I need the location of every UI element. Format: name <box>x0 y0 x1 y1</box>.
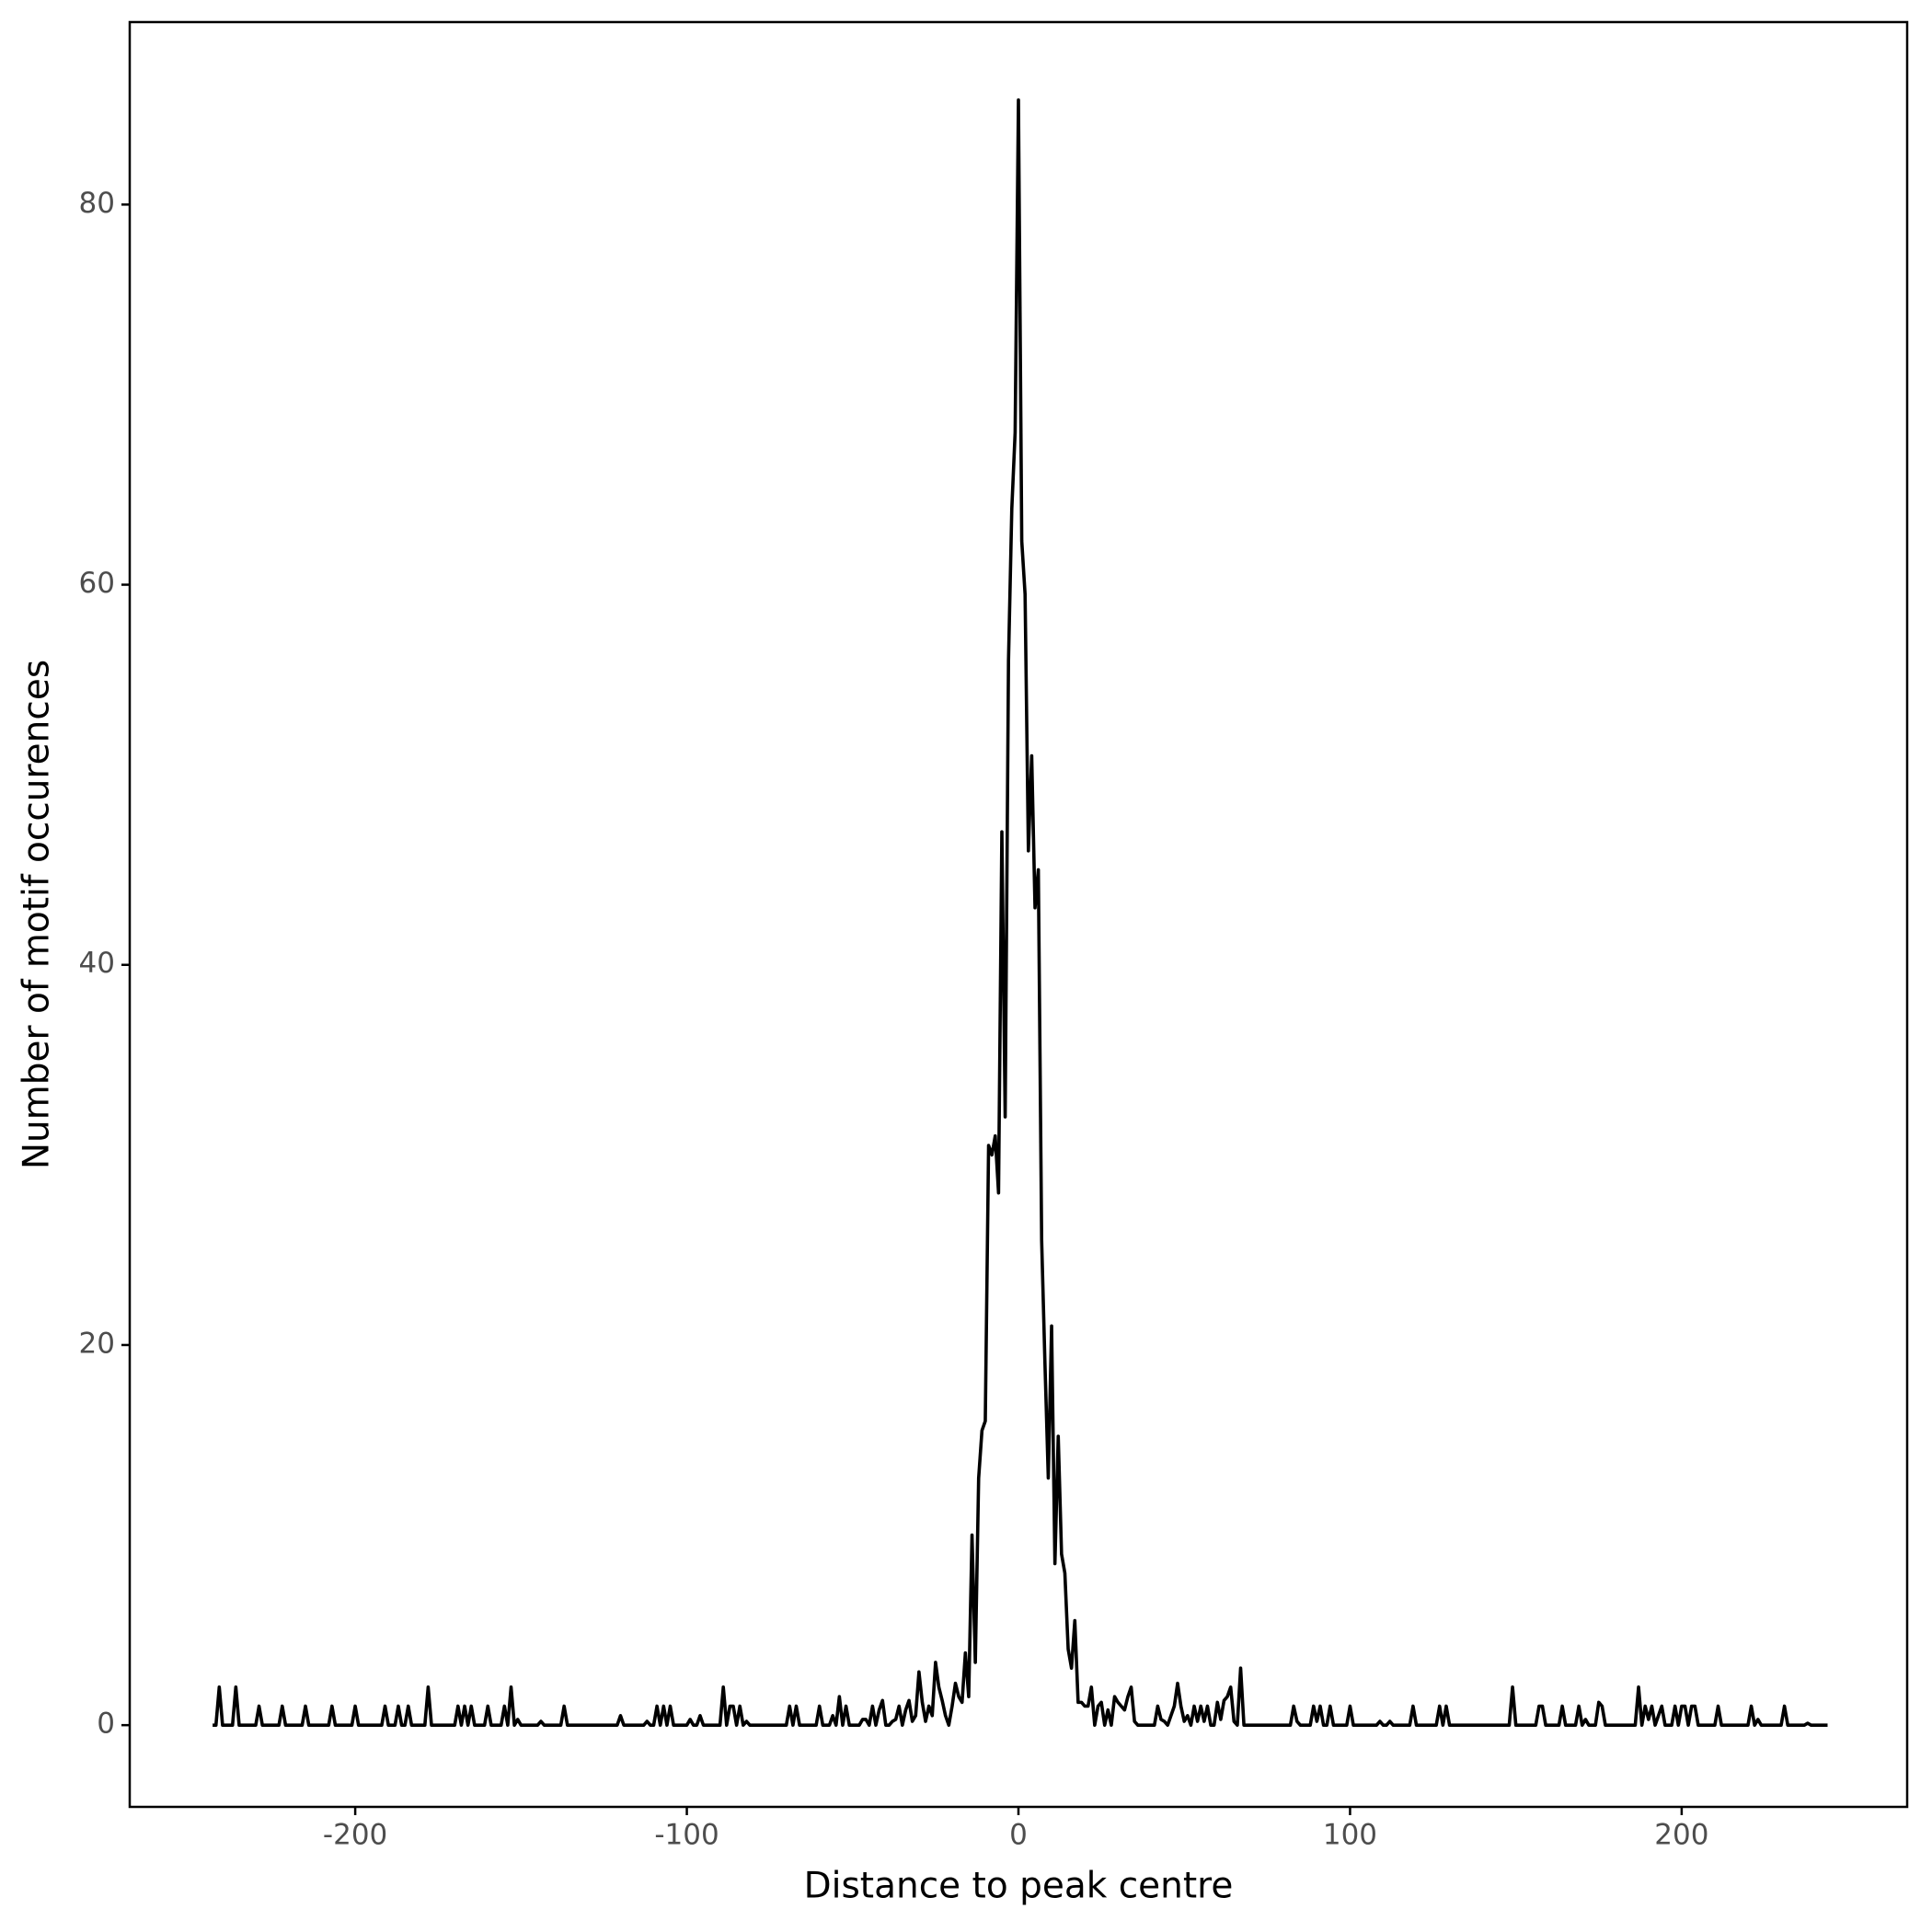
x-tick-label: 200 <box>1654 1819 1708 1852</box>
x-axis-title: Distance to peak centre <box>804 1866 1234 1907</box>
y-tick-label: 80 <box>79 187 115 220</box>
y-tick-label: 20 <box>79 1327 115 1360</box>
y-tick-label: 60 <box>79 567 115 600</box>
x-tick-label: -100 <box>654 1819 719 1852</box>
y-tick-label: 40 <box>79 947 115 980</box>
x-tick-label: 100 <box>1323 1819 1377 1852</box>
y-axis-title: Number of motif occurences <box>17 660 58 1169</box>
y-tick-label: 0 <box>97 1708 115 1741</box>
x-tick-label: -200 <box>323 1819 387 1852</box>
x-tick-label: 0 <box>1009 1819 1028 1852</box>
data-line <box>213 98 1828 1727</box>
